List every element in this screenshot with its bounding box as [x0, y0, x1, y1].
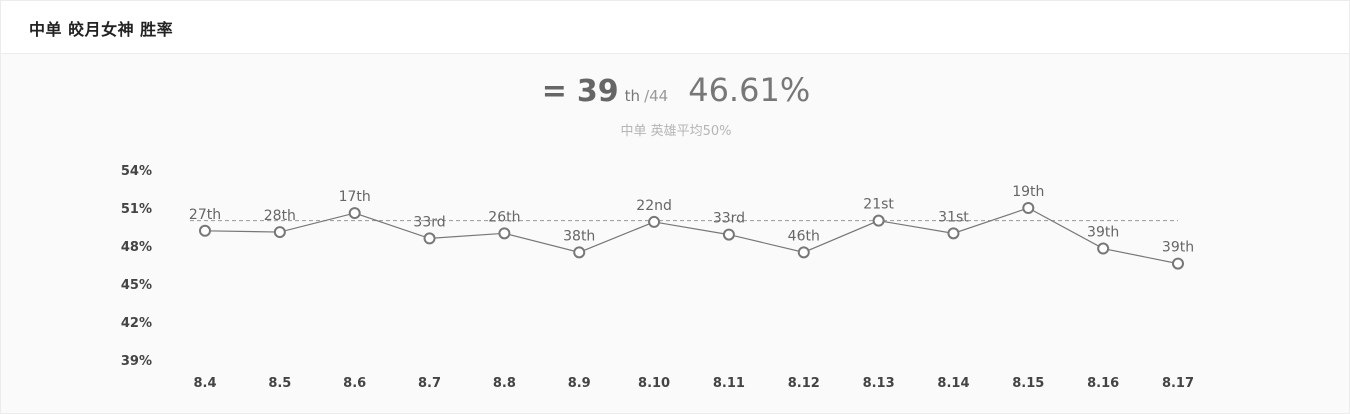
trend-equal-icon: = [541, 74, 567, 109]
data-point-marker [199, 224, 211, 237]
x-tick-label: 8.14 [937, 376, 969, 391]
rank-summary: = 39 th/44 46.61% [1, 71, 1350, 109]
data-point-marker [872, 214, 885, 227]
x-tick-label: 8.8 [493, 376, 516, 391]
x-tick-label: 8.12 [788, 376, 820, 391]
x-tick-label: 8.13 [863, 376, 895, 391]
data-point-marker [348, 207, 361, 220]
data-point-rank-label: 33rd [713, 211, 745, 227]
data-point-marker [797, 246, 810, 259]
data-point-rank-label: 27th [189, 207, 221, 223]
winrate-series-line [204, 207, 1179, 265]
data-point-marker [722, 228, 735, 241]
average-note: 中单 英雄平均50% [620, 124, 732, 139]
data-point-marker [1097, 242, 1110, 255]
data-point-rank-label: 31st [938, 209, 969, 225]
x-tick-label: 8.9 [568, 376, 591, 391]
panel-title: 中单 皎月女神 胜率 [29, 20, 174, 39]
data-point-marker [947, 227, 960, 240]
data-point-rank-label: 39th [1162, 240, 1194, 256]
data-point-marker [423, 232, 436, 245]
data-point-rank-label: 22nd [636, 198, 672, 214]
y-tick-label: 42% [121, 316, 152, 331]
data-point-marker [1022, 202, 1035, 214]
data-point-rank-label: 21st [863, 197, 894, 213]
data-point-rank-label: 19th [1012, 184, 1044, 200]
y-tick-label: 39% [121, 354, 152, 369]
y-tick-label: 51% [121, 202, 152, 217]
x-tick-label: 8.10 [638, 376, 670, 391]
data-point-rank-label: 17th [339, 189, 371, 205]
rank-suffix: th [624, 87, 641, 105]
data-point-marker [648, 215, 661, 228]
data-point-rank-label: 28th [264, 208, 296, 224]
y-tick-label: 54% [121, 164, 152, 179]
rank-total: /44 [644, 87, 669, 105]
y-tick-label: 45% [121, 278, 152, 293]
data-point-rank-label: 38th [563, 228, 595, 244]
data-point-rank-label: 39th [1087, 225, 1119, 241]
y-tick-label: 48% [121, 240, 152, 255]
win-rate-value: 46.61% [688, 71, 811, 109]
x-tick-label: 8.5 [268, 376, 291, 391]
panel-header: 中单 皎月女神 胜率 [1, 1, 1349, 54]
data-point-marker [498, 227, 511, 240]
data-point-rank-label: 46th [788, 228, 820, 244]
x-tick-label: 8.11 [713, 376, 745, 391]
x-tick-label: 8.17 [1162, 376, 1194, 391]
data-point-marker [1172, 257, 1184, 270]
x-tick-label: 8.7 [418, 376, 441, 391]
x-tick-label: 8.15 [1012, 376, 1044, 391]
x-tick-label: 8.6 [343, 376, 366, 391]
data-point-rank-label: 33rd [413, 214, 445, 230]
data-point-rank-label: 26th [488, 209, 520, 225]
data-point-marker [573, 246, 586, 259]
data-point-marker [273, 226, 286, 239]
rank-number: 39 [576, 74, 619, 109]
x-tick-label: 8.16 [1087, 376, 1119, 391]
x-tick-label: 8.4 [193, 376, 216, 391]
